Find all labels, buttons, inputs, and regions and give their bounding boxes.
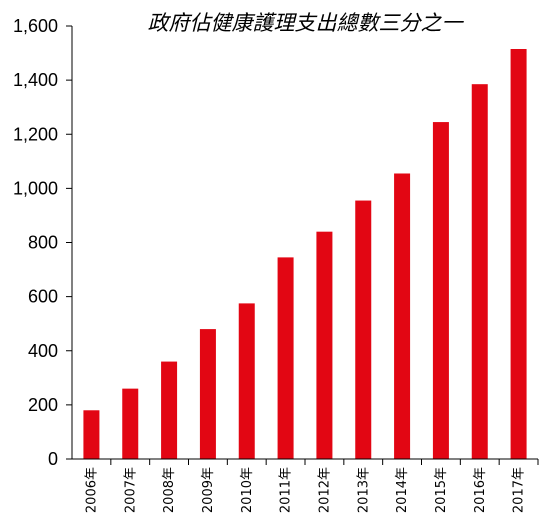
y-tick-label: 400: [28, 341, 58, 361]
bar: [277, 257, 294, 459]
y-axis: 0 200 400 600 800 1,000 1,200 1,400 1,600: [13, 16, 72, 469]
x-tick-label: 2015年: [434, 467, 449, 513]
y-tick-label: 1,200: [13, 124, 58, 144]
bar: [199, 329, 216, 459]
bar: [161, 361, 178, 459]
bar: [83, 410, 100, 459]
y-tick-label: 1,400: [13, 70, 58, 90]
chart-title: 政府佔健康護理支出總數三分之一: [148, 11, 465, 35]
x-tick-label: 2014年: [395, 467, 410, 513]
x-tick-label: 2013年: [356, 467, 371, 513]
x-tick-label: 2009年: [201, 467, 216, 513]
bar: [316, 231, 333, 459]
y-tick-label: 200: [28, 395, 58, 415]
x-tick-label: 2016年: [473, 467, 488, 513]
x-tick-label: 2011年: [279, 467, 294, 513]
bar: [471, 84, 488, 459]
x-axis-labels: 2006年 2007年 2008年 2009年 2010年 2011年 2012年 2013年…: [84, 459, 539, 513]
bar: [238, 303, 255, 459]
bar: [122, 388, 139, 459]
x-tick-label: 2017年: [512, 467, 527, 513]
y-tick-label: 600: [28, 287, 58, 307]
y-tick-label: 800: [28, 233, 58, 253]
x-tick-label: 2012年: [317, 467, 332, 513]
bar: [510, 49, 527, 460]
x-tick-label: 2006年: [84, 467, 99, 513]
y-tick-label: 0: [48, 449, 58, 469]
x-tick-label: 2008年: [162, 467, 177, 513]
bar: [355, 200, 372, 459]
y-tick-label: 1,600: [13, 16, 58, 36]
x-tick-label: 2010年: [240, 467, 255, 513]
bar: [394, 173, 411, 459]
bars-group: [83, 49, 527, 460]
x-tick-label: 2007年: [123, 467, 138, 513]
bar: [432, 122, 449, 460]
y-tick-label: 1,000: [13, 178, 58, 198]
